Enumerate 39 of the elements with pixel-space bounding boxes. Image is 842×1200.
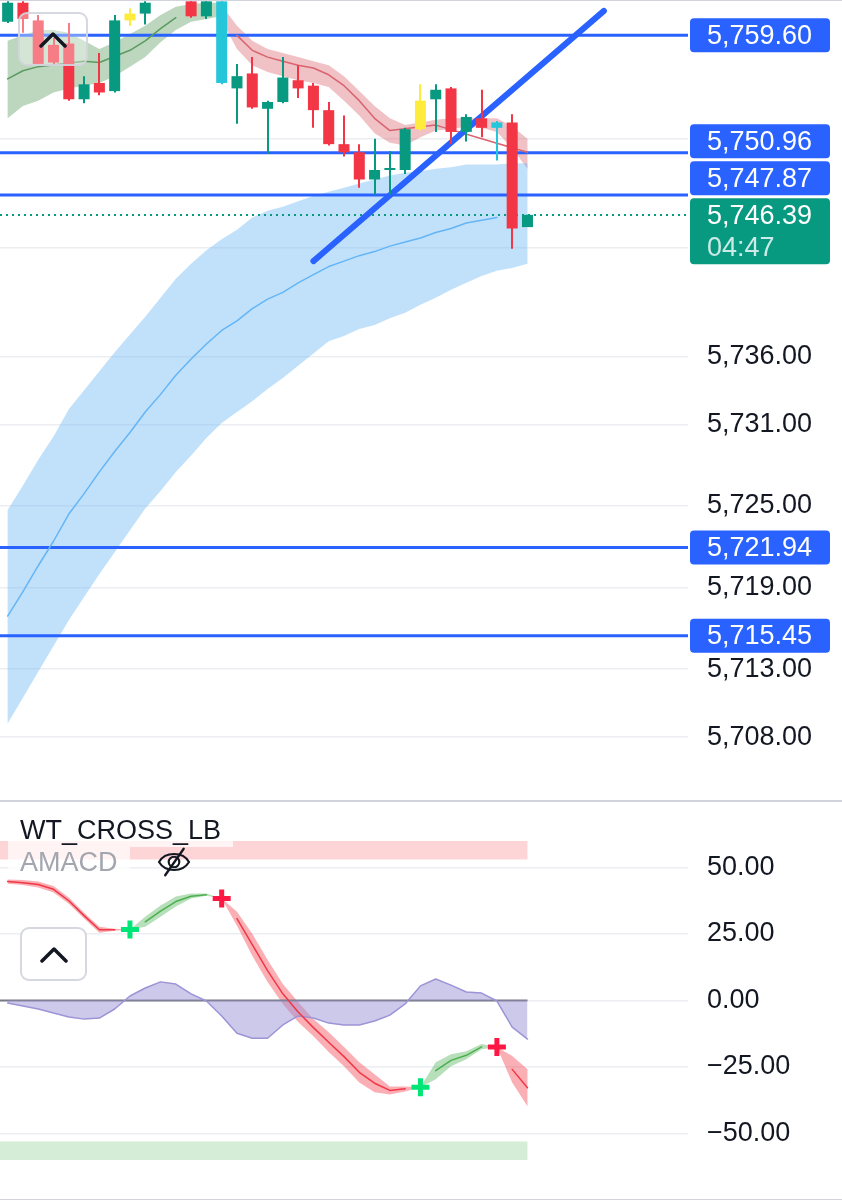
candlestick <box>338 114 350 158</box>
point <box>408 1075 432 1099</box>
y-tick-label: 5,736.00 <box>707 339 813 370</box>
y-tick-label: −50.00 <box>707 1116 791 1147</box>
text: WT_CROSS_LB <box>8 813 234 847</box>
y-tick-label: 5,713.00 <box>707 652 813 683</box>
y-tick-label: 5,708.00 <box>707 720 813 751</box>
y-tick-label: 0.00 <box>707 983 760 1014</box>
y-tick-label: 5,719.00 <box>707 570 813 601</box>
candlestick <box>48 37 60 67</box>
point <box>210 887 234 911</box>
candlestick <box>2 0 14 25</box>
ref-line-label: 5,747.87 <box>707 162 813 193</box>
candlestick <box>430 83 442 133</box>
candlestick <box>460 113 472 143</box>
candlestick <box>78 75 90 105</box>
ref-line-label: 5,759.60 <box>707 19 813 50</box>
y-tick-label: 25.00 <box>707 917 775 948</box>
y-tick-label: 50.00 <box>707 850 775 881</box>
candlestick <box>17 0 29 34</box>
point <box>485 1035 509 1059</box>
ref-line-label: 5,715.45 <box>707 620 813 651</box>
candlestick <box>491 120 503 162</box>
ref-line-label: 5,746.39 04:47 <box>707 199 813 262</box>
candlestick <box>93 52 105 97</box>
text: AMACD <box>8 847 130 877</box>
candlestick <box>476 88 488 139</box>
candlestick <box>262 99 274 155</box>
y-tick-label: 5,731.00 <box>707 407 813 438</box>
candlestick <box>384 149 396 196</box>
ref-line-label: 5,721.94 <box>707 531 813 562</box>
candlestick <box>139 0 151 26</box>
candlestick <box>292 64 304 99</box>
y-tick-label: 5,725.00 <box>707 489 813 520</box>
candlestick <box>231 62 243 125</box>
y-tick-label: −25.00 <box>707 1050 791 1081</box>
candlestick <box>369 137 381 196</box>
point <box>118 917 142 941</box>
ref-line-label: 5,750.96 <box>707 125 813 156</box>
